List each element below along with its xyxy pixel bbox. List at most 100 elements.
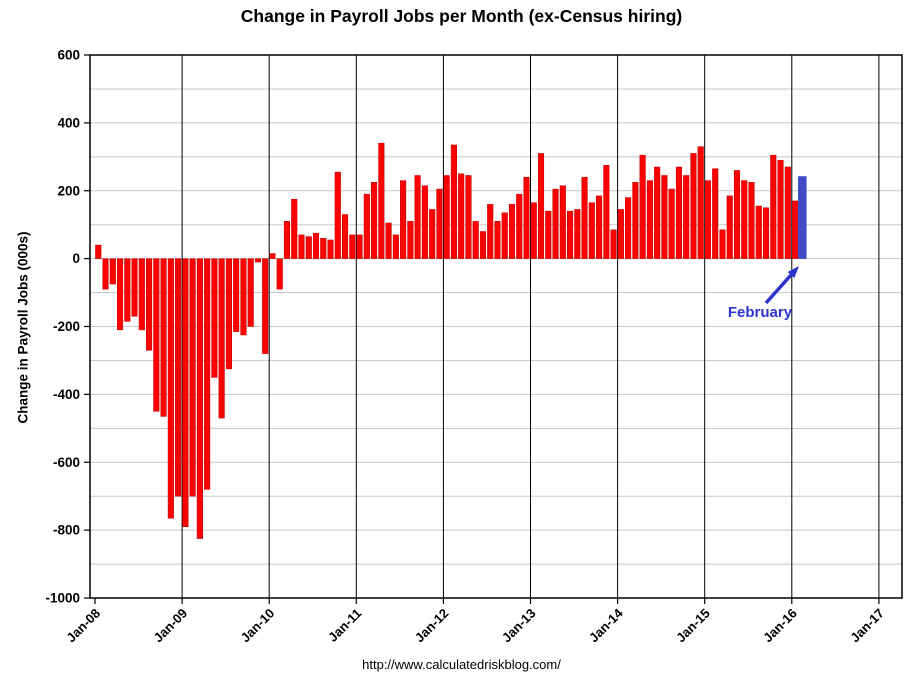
x-tick-label: Jan-13: [499, 606, 539, 646]
bar: [320, 238, 327, 259]
source-url: http://www.calculatedriskblog.com/: [362, 657, 561, 672]
bar: [654, 166, 661, 259]
bar: [603, 165, 610, 259]
bar: [334, 171, 341, 259]
bar: [733, 170, 741, 259]
x-tick-label: Jan-10: [238, 606, 278, 646]
bar: [124, 258, 131, 322]
bar: [784, 166, 791, 259]
bar: [625, 197, 632, 259]
bar: [254, 258, 261, 263]
bar: [247, 258, 254, 327]
bar: [523, 176, 530, 259]
bar: [501, 212, 508, 259]
bar: [182, 258, 189, 527]
bar: [378, 142, 385, 259]
bar: [116, 258, 124, 331]
y-tick-label: -1000: [45, 591, 80, 606]
bar: [400, 180, 407, 259]
bar: [407, 221, 414, 259]
bar: [421, 185, 428, 259]
bar: [516, 193, 523, 259]
bar: [298, 234, 305, 259]
y-tick-label: -400: [53, 387, 80, 402]
y-tick-label: -200: [53, 319, 80, 334]
bar: [262, 258, 269, 354]
y-tick-label: 200: [57, 183, 80, 198]
bar: [465, 175, 472, 259]
highlight-bar: [798, 176, 807, 259]
bar: [661, 175, 668, 259]
y-tick-label: 0: [72, 251, 80, 266]
bar: [530, 202, 537, 259]
bar: [305, 236, 312, 259]
y-tick-label: -800: [53, 523, 80, 538]
bar: [697, 146, 704, 259]
bar: [770, 154, 777, 259]
bar: [675, 166, 682, 259]
bar: [342, 214, 349, 259]
bar: [146, 258, 153, 351]
bar: [283, 221, 291, 259]
bar: [755, 205, 762, 259]
bar: [450, 144, 457, 259]
bar: [777, 159, 784, 259]
february-annotation-label: February: [727, 304, 793, 321]
bar: [494, 221, 501, 259]
bar: [632, 182, 639, 259]
bar: [508, 204, 516, 259]
bar: [436, 188, 443, 259]
bar: [414, 175, 421, 259]
bar: [349, 234, 356, 259]
bar: [153, 258, 160, 412]
bar: [363, 193, 370, 259]
bar: [617, 209, 624, 259]
bar: [545, 210, 552, 259]
bar: [537, 153, 545, 259]
bar: [371, 182, 378, 259]
chart-title: Change in Payroll Jobs per Month (ex-Cen…: [240, 6, 683, 26]
bar: [160, 258, 167, 417]
x-tick-label: Jan-11: [325, 606, 364, 645]
bar: [95, 244, 102, 259]
bar: [762, 207, 770, 259]
bar: [596, 195, 603, 259]
bar: [581, 176, 588, 259]
bar: [479, 231, 487, 259]
bar: [233, 258, 240, 332]
bar: [225, 258, 232, 370]
bar: [218, 258, 225, 419]
bar: [567, 210, 574, 259]
x-tick-label: Jan-09: [150, 606, 190, 646]
bar: [269, 253, 276, 259]
bar: [102, 258, 109, 290]
bar: [690, 153, 697, 259]
bar: [668, 188, 675, 259]
bar: [472, 221, 479, 259]
bar: [552, 188, 559, 259]
bar: [196, 258, 203, 539]
y-tick-label: 600: [57, 48, 80, 63]
annotation-arrow-shaft: [764, 273, 793, 305]
bar: [574, 209, 581, 259]
bar: [559, 185, 566, 259]
bar: [204, 258, 211, 490]
bar: [211, 258, 218, 378]
bar: [458, 173, 465, 259]
bar: [327, 239, 334, 259]
bar: [109, 258, 116, 285]
x-tick-label: Jan-17: [847, 606, 887, 646]
bar: [748, 182, 755, 259]
bar: [712, 168, 719, 259]
bar: [356, 234, 363, 259]
bar: [487, 204, 494, 259]
bar: [131, 258, 138, 317]
bar: [385, 222, 392, 259]
bar: [189, 258, 196, 497]
bar: [291, 198, 298, 259]
bar: [704, 180, 712, 259]
bar: [392, 234, 399, 259]
bar: [683, 175, 690, 259]
bar: [276, 258, 283, 290]
